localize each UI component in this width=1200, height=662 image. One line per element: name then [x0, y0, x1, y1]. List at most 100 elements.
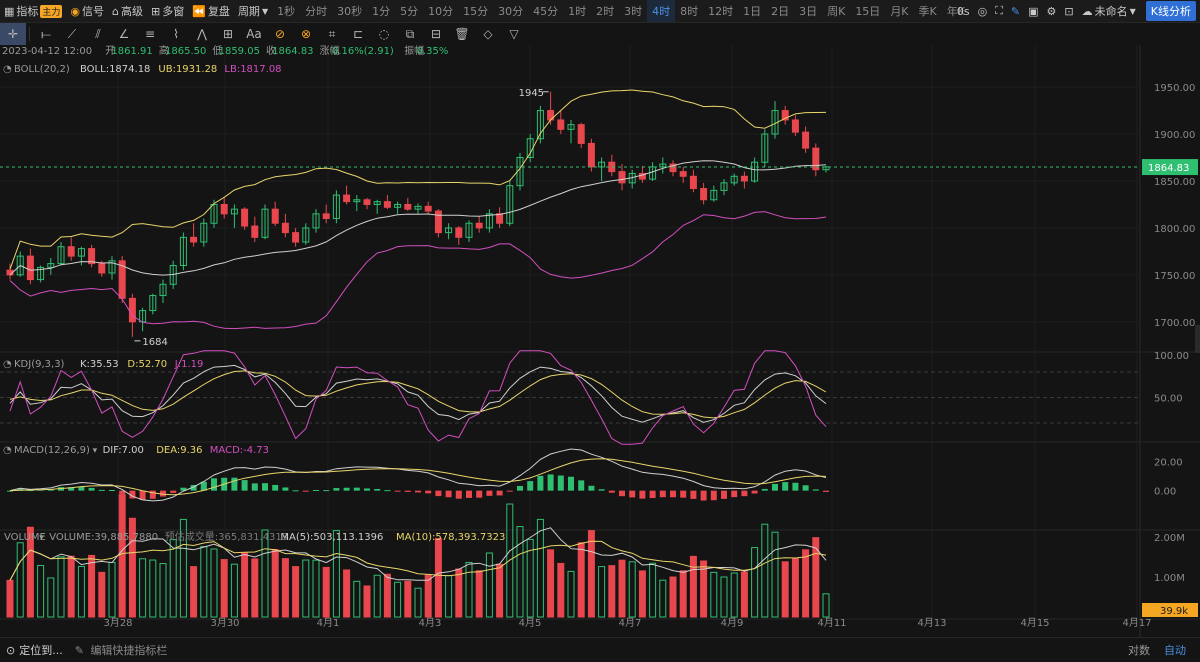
macd-hist-bar	[476, 490, 483, 498]
period-7[interactable]: 30分	[498, 5, 524, 18]
replay-menu[interactable]: ⏪ 复盘	[188, 0, 234, 22]
period-1[interactable]: 分时	[305, 5, 328, 18]
macd-hist-bar	[415, 490, 421, 493]
log-scale-toggle[interactable]: 对数	[1128, 644, 1150, 657]
trash-icon[interactable]: 🗑	[454, 27, 470, 41]
copy-icon[interactable]: ⧉	[405, 26, 415, 41]
period-menu[interactable]: 周期 ▼	[234, 0, 272, 22]
period-17[interactable]: 3日	[799, 5, 818, 18]
kdj-k: K:35.53	[80, 359, 119, 370]
magnet-strong-icon[interactable]: ⊗	[300, 27, 312, 41]
price-tick-label: 1800.00	[1154, 224, 1195, 235]
rectangle-icon[interactable]: ⊞	[222, 27, 234, 41]
fullscreen-icon[interactable]: ⛶	[995, 4, 1003, 17]
volume-bar	[679, 570, 687, 618]
volume-bar	[200, 546, 208, 618]
indicators-menu[interactable]: ▦ 指标 主力	[0, 0, 66, 22]
signal-menu[interactable]: ◉ 信号	[66, 0, 108, 22]
period-19[interactable]: 15日	[855, 5, 881, 18]
chart-canvas[interactable]: 3月28 3月30 4月1 4月3 4月5 4月7 4月9 4月11 4月13 4月15 4月17 1…	[0, 45, 1200, 637]
macd-hist-bar	[598, 489, 605, 491]
volume-bar	[302, 559, 310, 618]
layout-selector[interactable]: ☁ 未命名 ▼	[1078, 0, 1140, 22]
layout-name: 未命名	[1094, 5, 1128, 18]
period-12[interactable]: 4时	[647, 0, 676, 22]
advanced-menu[interactable]: ⌂ 高级	[108, 0, 147, 22]
candle-body	[353, 199, 361, 203]
period-22[interactable]: 年K	[946, 5, 965, 18]
multiwindow-menu[interactable]: ⊞ 多窗	[147, 0, 188, 22]
panel-collapse-handle	[1195, 325, 1200, 353]
layout-icon[interactable]: ⊡	[1064, 4, 1074, 18]
volume-bar	[455, 568, 463, 618]
candle-body	[363, 199, 371, 205]
period-4[interactable]: 5分	[400, 5, 419, 18]
volume-bar	[373, 574, 381, 618]
candle-body	[710, 189, 718, 201]
macd-hist-bar	[241, 480, 248, 491]
boll-ub: UB:1931.28	[158, 64, 217, 75]
auto-scale-toggle[interactable]: 自动	[1164, 644, 1186, 657]
period-3[interactable]: 1分	[372, 5, 391, 18]
eye-icon[interactable]: ◌	[378, 27, 390, 41]
locate-button[interactable]: ⊙ 定位到...	[0, 642, 63, 658]
fib-icon[interactable]: ≡	[144, 27, 156, 41]
wave-icon[interactable]: ⌇	[173, 27, 179, 41]
macd-hist-bar	[190, 485, 197, 491]
period-10[interactable]: 2时	[596, 5, 615, 18]
candle-body	[669, 163, 677, 173]
period-2[interactable]: 30秒	[337, 5, 363, 18]
kline-analysis-button[interactable]: K线分析	[1145, 1, 1196, 21]
period-8[interactable]: 45分	[533, 5, 559, 18]
lock-icon[interactable]: ⊏	[352, 27, 364, 41]
image-icon[interactable]: ▣	[1028, 4, 1039, 18]
horizontal-line-icon[interactable]: ⟝	[41, 26, 51, 41]
edit-shortcut-button[interactable]: ✎ 编辑快捷指标栏	[75, 642, 168, 658]
trend-line-icon[interactable]: ⟋	[67, 26, 77, 41]
crosshair-icon[interactable]: ✛	[0, 23, 26, 45]
candle-body	[312, 213, 320, 229]
period-15[interactable]: 1日	[743, 5, 762, 18]
period-9[interactable]: 1时	[568, 5, 587, 18]
period-18[interactable]: 周K	[827, 5, 846, 18]
magnet-icon[interactable]: ⊘	[274, 27, 286, 41]
period-6[interactable]: 15分	[463, 5, 489, 18]
period-5[interactable]: 10分	[428, 5, 454, 18]
macd-hist-bar	[486, 490, 493, 496]
period-11[interactable]: 3时	[624, 5, 643, 18]
volume-ma5-line	[9, 527, 827, 581]
zigzag-icon[interactable]: ⋀	[197, 27, 207, 41]
period-14[interactable]: 12时	[708, 5, 734, 18]
candle-body	[465, 222, 473, 238]
kdj-k-line	[9, 364, 827, 423]
settings-icon[interactable]: ⚙	[1046, 4, 1057, 18]
macd-hist-bar	[710, 490, 717, 501]
candle-body	[404, 203, 412, 210]
volume-tick-label: 2.00M	[1154, 533, 1185, 544]
cloud-icon: ☁	[1081, 4, 1093, 18]
period-20[interactable]: 月K	[890, 5, 909, 18]
macd-hist-bar	[557, 475, 564, 491]
period-21[interactable]: 季K	[918, 5, 937, 18]
period-13[interactable]: 8时	[680, 5, 699, 18]
camera-icon[interactable]: ◎	[977, 4, 988, 18]
layers-icon[interactable]: ◇	[483, 27, 493, 41]
candle-body	[557, 119, 565, 130]
volume-bar	[669, 576, 677, 618]
hide-icon[interactable]: ⊟	[430, 27, 442, 41]
text-icon[interactable]: Aa	[246, 27, 262, 41]
angle-icon[interactable]: ∠	[118, 27, 130, 41]
ruler-icon[interactable]: ⌗	[328, 26, 336, 41]
info-high: 1865.50	[165, 46, 206, 57]
volume-bar	[159, 563, 167, 618]
period-16[interactable]: 2日	[771, 5, 790, 18]
filter-icon[interactable]: ▽	[509, 27, 519, 41]
candle-body	[190, 236, 198, 243]
channel-icon[interactable]: ⫽	[95, 26, 101, 41]
macd-hist-bar	[323, 490, 330, 492]
pen-icon[interactable]: ✎	[1010, 4, 1021, 18]
period-0[interactable]: 1秒	[277, 5, 296, 18]
info-close-label: 收	[266, 45, 276, 57]
volume-bar	[128, 517, 136, 618]
volume-bar	[536, 518, 544, 618]
